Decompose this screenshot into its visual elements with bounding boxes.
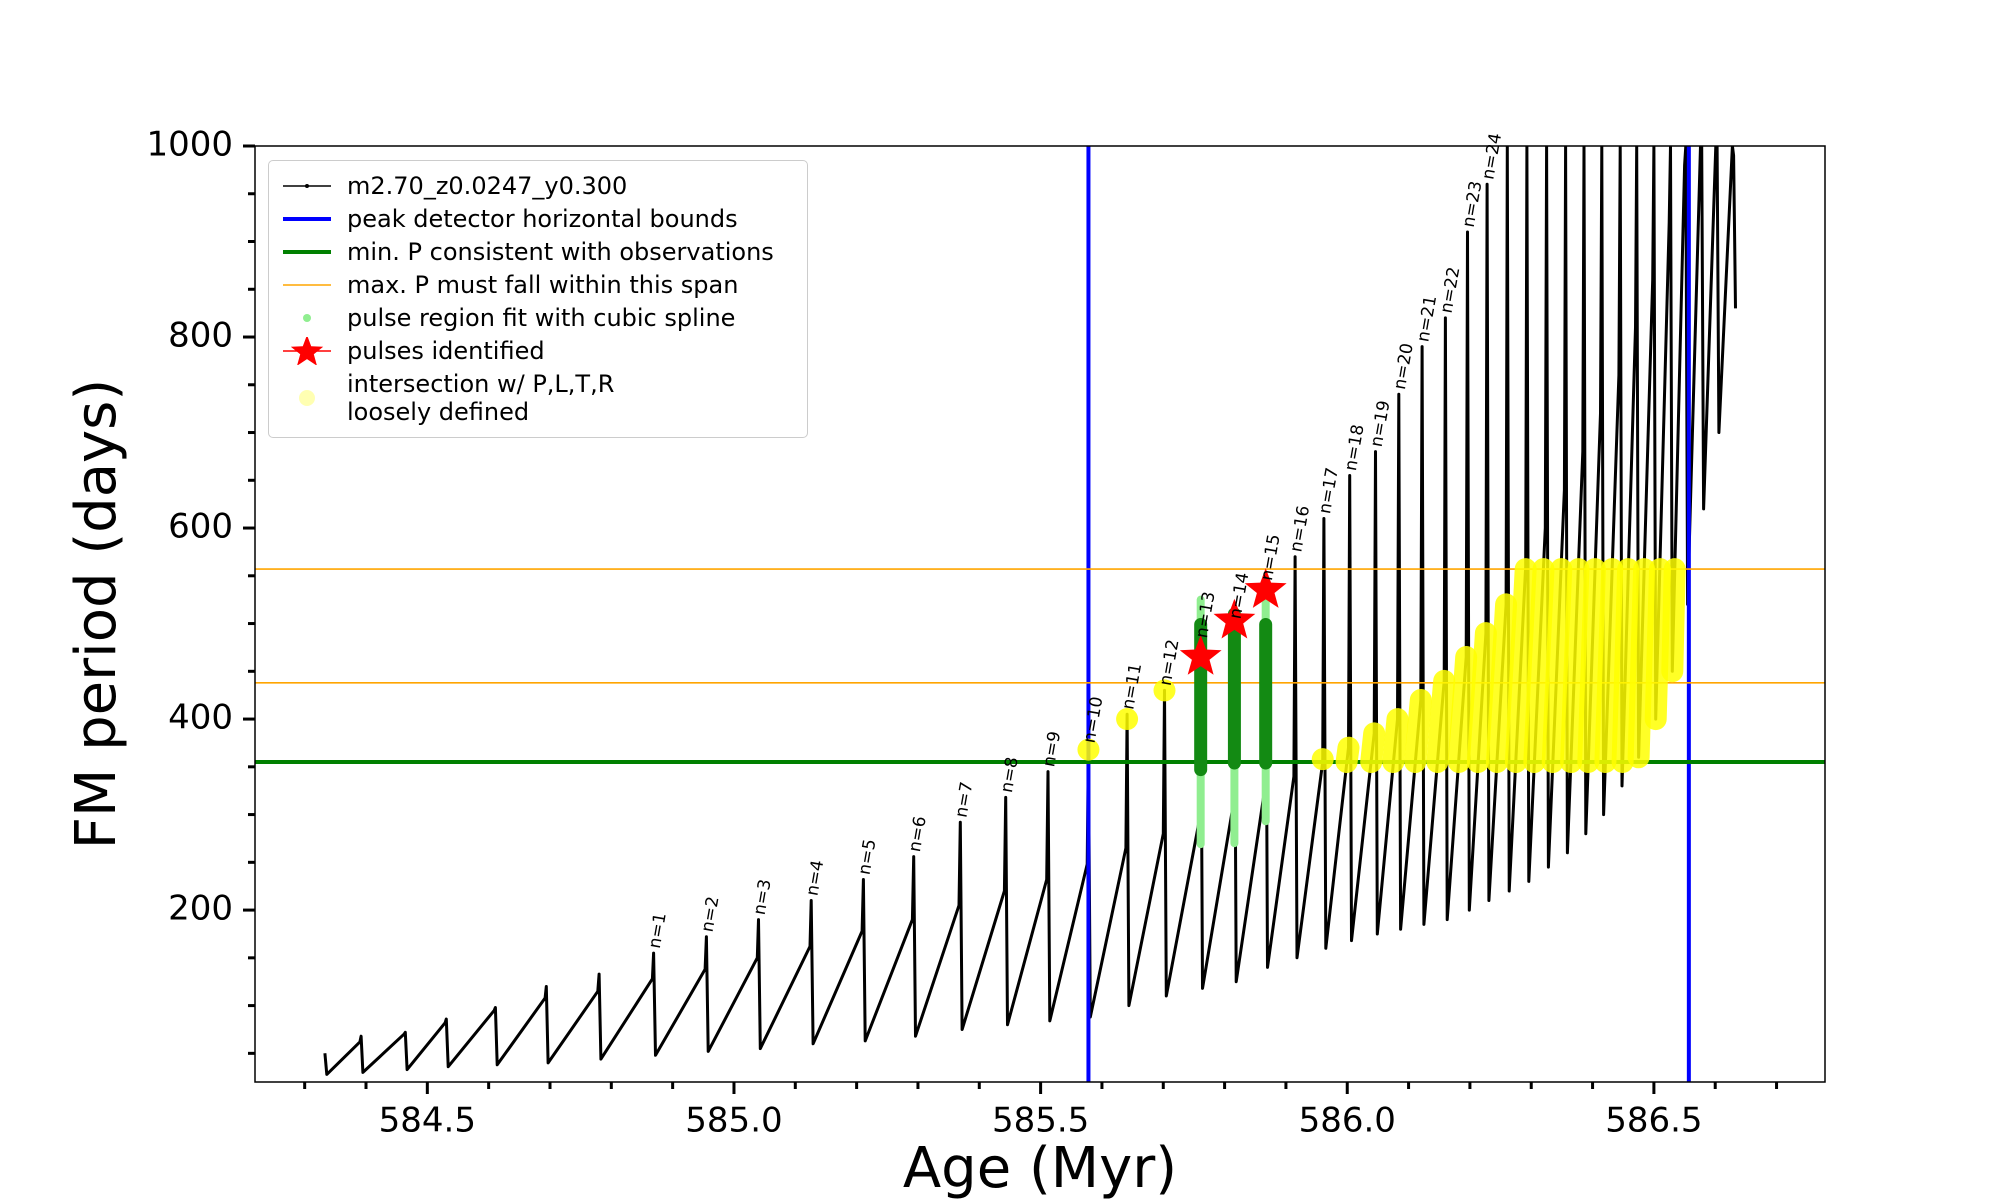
intersection-band <box>1577 558 1606 773</box>
intersection-band <box>1560 558 1590 773</box>
y-tick-label: 600 <box>168 507 233 547</box>
pulse-annotation: n=11 <box>1118 662 1146 711</box>
pulse-annotation: n=19 <box>1367 399 1395 448</box>
legend-symbol <box>299 390 315 406</box>
legend-symbol <box>283 284 331 286</box>
legend-symbol <box>303 314 311 322</box>
pulse-star <box>1179 635 1222 675</box>
legend-marker <box>303 314 311 322</box>
intersection-band <box>1426 669 1456 773</box>
intersection-band <box>1504 558 1537 773</box>
legend-label: peak detector horizontal bounds <box>347 205 738 233</box>
pulse-annotation: n=12 <box>1156 638 1184 687</box>
legend-symbol <box>283 250 331 254</box>
pulse-annotation: n=1 <box>645 911 671 950</box>
intersection-point <box>1311 748 1334 771</box>
pulse-annotation: n=6 <box>905 815 931 854</box>
legend-marker <box>299 390 315 406</box>
pulse-annotation: n=2 <box>698 895 724 934</box>
intersection-point <box>1077 738 1100 761</box>
pulse-annotation: n=17 <box>1315 466 1343 515</box>
intersection-band <box>1541 558 1573 773</box>
data-line <box>323 146 1737 1076</box>
pulse-annotation: n=7 <box>952 780 978 819</box>
legend-label: pulses identified <box>347 337 545 365</box>
intersection-band <box>1382 708 1409 773</box>
legend-entry: min. P consistent with observations <box>269 238 807 266</box>
legend-symbol <box>283 184 331 188</box>
y-tick-label: 800 <box>168 316 233 356</box>
intersection-band <box>1644 558 1671 731</box>
intersection-band <box>1360 722 1386 773</box>
pulse-annotation: n=4 <box>802 859 828 898</box>
intersection-band <box>1335 736 1360 773</box>
pulse-annotation: n=21 <box>1413 294 1441 343</box>
y-tick-label: 1000 <box>146 125 233 165</box>
intersection-band <box>1404 689 1432 773</box>
legend-entry: pulses identified <box>269 337 807 365</box>
pulse-annotation: n=23 <box>1459 179 1487 228</box>
intersection-band <box>1466 622 1497 773</box>
pulse-star <box>1244 568 1287 608</box>
legend-label: m2.70_z0.0247_y0.300 <box>347 172 628 200</box>
x-tick-label: 585.0 <box>685 1101 782 1141</box>
y-tick-label: 200 <box>168 889 233 929</box>
x-tick-label: 584.5 <box>379 1101 476 1141</box>
legend-symbol <box>283 217 331 221</box>
legend-entry: intersection w/ P,L,T,R loosely defined <box>269 370 807 426</box>
intersection-band <box>1627 558 1656 769</box>
pulse-annotation: n=13 <box>1192 590 1220 639</box>
legend-symbol <box>283 337 331 365</box>
intersection-band <box>1661 558 1686 683</box>
pulse-annotation: n=15 <box>1257 533 1285 582</box>
intersection-band <box>1611 558 1640 773</box>
legend-entry: m2.70_z0.0247_y0.300 <box>269 172 807 200</box>
pulse-annotation: n=5 <box>855 838 881 877</box>
pulse-annotation: n=16 <box>1286 504 1314 553</box>
legend-label: max. P must fall within this span <box>347 271 739 299</box>
x-tick-label: 585.5 <box>992 1101 1089 1141</box>
pulse-annotation: n=24 <box>1478 132 1506 181</box>
pulse-annotation: n=3 <box>750 878 776 917</box>
intersection-band <box>1594 558 1624 773</box>
x-axis-label: Age (Myr) <box>903 1136 1177 1200</box>
intersection-point <box>1153 679 1176 702</box>
legend-marker <box>290 337 324 365</box>
legend-marker <box>305 184 309 188</box>
legend-label: intersection w/ P,L,T,R loosely defined <box>347 370 615 426</box>
pulse-annotation: n=20 <box>1390 342 1418 391</box>
pulse-annotation: n=10 <box>1080 695 1108 744</box>
y-axis-label: FM period (days) <box>64 379 129 849</box>
legend-entry: pulse region fit with cubic spline <box>269 304 807 332</box>
intersection-band <box>1485 593 1518 773</box>
intersection-band <box>1447 646 1478 773</box>
legend-entry: peak detector horizontal bounds <box>269 205 807 233</box>
y-tick-label: 400 <box>168 698 233 738</box>
intersection-band <box>1523 558 1555 773</box>
pulse-annotation: n=14 <box>1226 571 1254 620</box>
legend-label: min. P consistent with observations <box>347 238 774 266</box>
plot-area <box>255 146 1825 1082</box>
legend-entry: max. P must fall within this span <box>269 271 807 299</box>
pulse-annotation: n=22 <box>1437 265 1465 314</box>
intersection-point <box>1116 708 1139 731</box>
pulse-annotation: n=18 <box>1341 423 1369 472</box>
x-tick-label: 586.5 <box>1605 1101 1702 1141</box>
pulse-star <box>1213 598 1256 639</box>
legend-label: pulse region fit with cubic spline <box>347 304 736 332</box>
x-tick-label: 586.0 <box>1299 1101 1396 1141</box>
